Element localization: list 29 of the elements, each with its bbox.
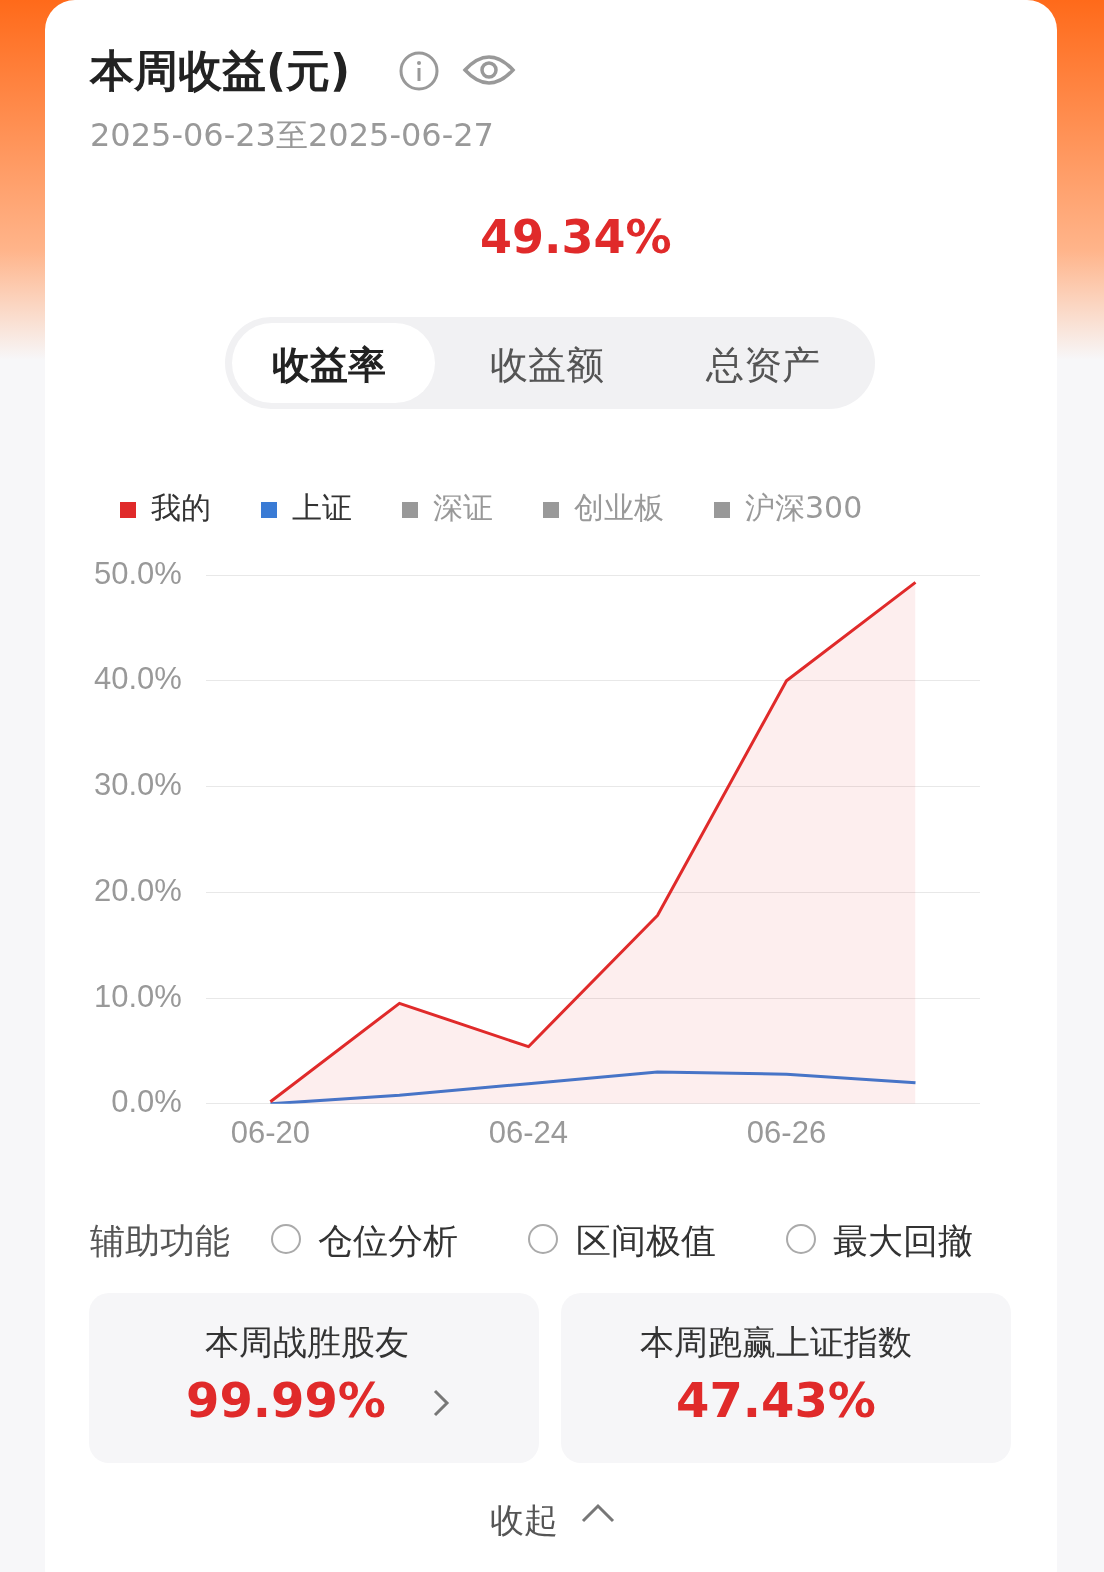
text: 99.99% <box>186 1372 386 1428</box>
text: 47.43% <box>676 1372 876 1428</box>
text: 收益率 <box>272 342 386 389</box>
y-tick-label: 50.0% <box>93 555 182 591</box>
legend-label: 沪深300 <box>745 489 863 525</box>
text: 收起 <box>490 1499 558 1542</box>
text: 最大回撤 <box>833 1220 973 1263</box>
text: 收益额 <box>490 342 604 389</box>
y-tick-label: 0.0% <box>111 1084 182 1120</box>
text: 49.34% <box>480 210 672 264</box>
x-tick-label: 06-24 <box>488 1114 569 1150</box>
y-tick-label: 20.0% <box>93 872 182 908</box>
text: 辅助功能 <box>90 1220 230 1263</box>
y-tick-label: 30.0% <box>93 767 182 803</box>
legend-label: 上证 <box>292 489 352 525</box>
text: 本周战胜股友 <box>205 1321 409 1364</box>
chart-subtitle: 2025-06-23至2025-06-27 <box>90 115 494 156</box>
text: 总资产 <box>706 342 820 389</box>
legend-label: 我的 <box>151 489 211 525</box>
text: 区间极值 <box>576 1220 716 1263</box>
text: 本周跑赢上证指数 <box>640 1321 912 1364</box>
legend-label: 深证 <box>433 489 493 525</box>
text: 仓位分析 <box>318 1220 458 1263</box>
y-tick-label: 10.0% <box>93 978 182 1014</box>
legend-label: 创业板 <box>574 489 664 525</box>
y-tick-label: 40.0% <box>93 661 182 697</box>
chart-title: 本周收益(元) <box>90 44 351 98</box>
x-tick-label: 06-20 <box>230 1114 311 1150</box>
x-tick-label: 06-26 <box>746 1114 827 1150</box>
